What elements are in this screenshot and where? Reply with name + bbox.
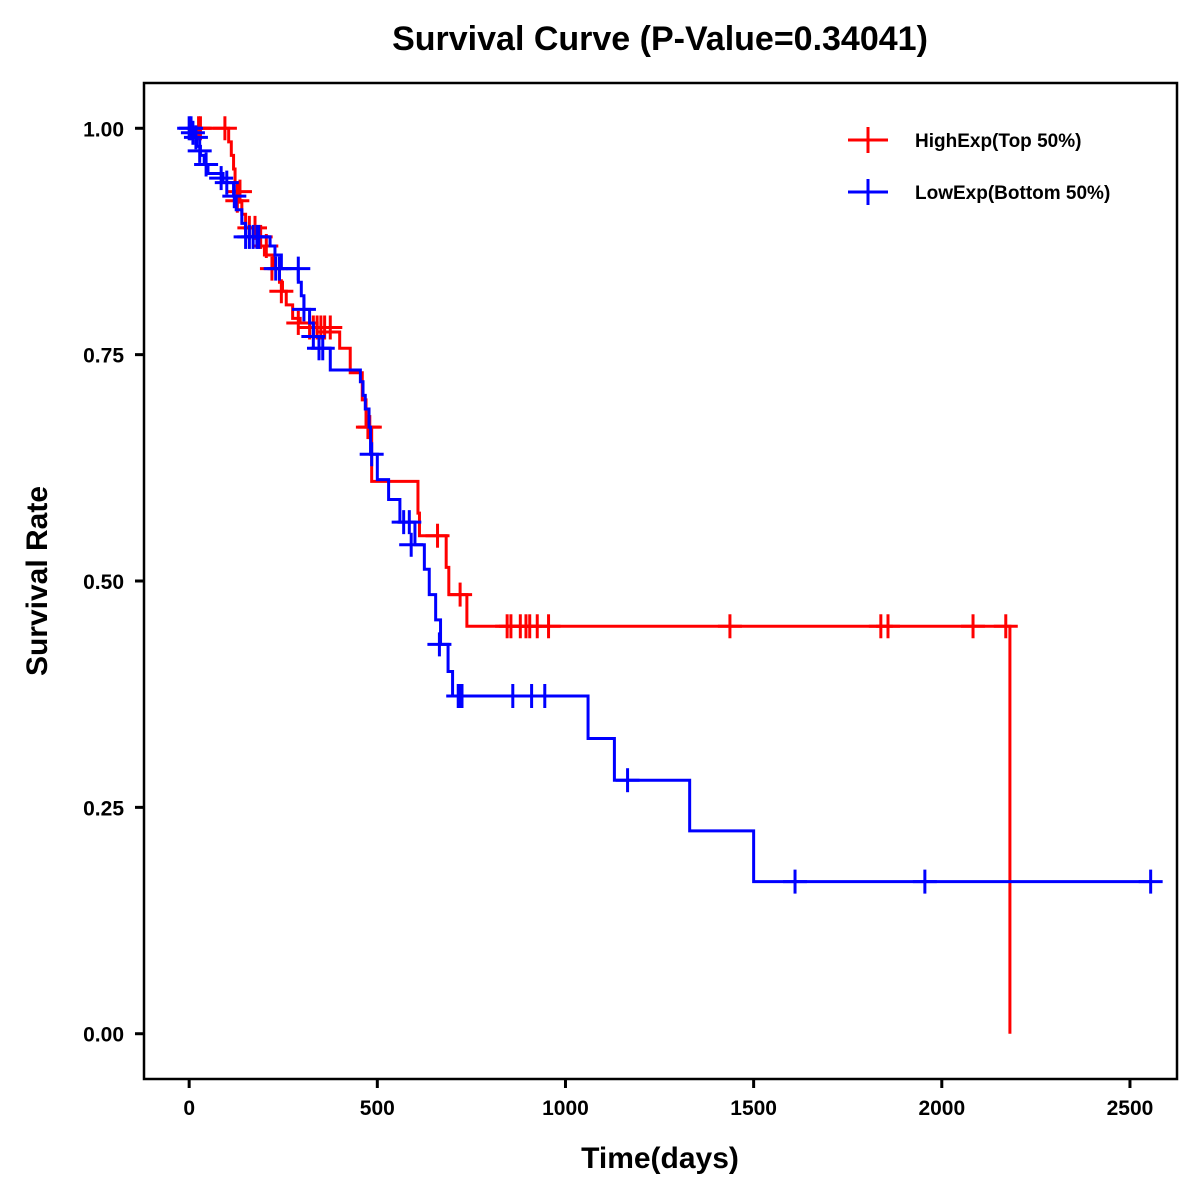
y-tick-label: 0.50 bbox=[83, 571, 124, 594]
curves bbox=[177, 116, 1163, 1034]
x-tick-label: 1500 bbox=[730, 1097, 777, 1120]
y-axis-label: Survival Rate bbox=[21, 486, 54, 676]
series-low-exp bbox=[177, 116, 1163, 894]
legend: HighExp(Top 50%) LowExp(Bottom 50%) bbox=[848, 127, 1110, 205]
chart-title: Survival Curve (P-Value=0.34041) bbox=[392, 20, 928, 58]
x-axis: 0 500 1000 1500 2000 2500 bbox=[183, 1079, 1153, 1120]
x-tick-label: 2500 bbox=[1107, 1097, 1154, 1120]
x-axis-label: Time(days) bbox=[581, 1142, 739, 1175]
survival-step-line bbox=[189, 126, 1012, 1034]
y-tick-label: 1.00 bbox=[83, 118, 124, 141]
x-tick-label: 2000 bbox=[918, 1097, 965, 1120]
legend-label: LowExp(Bottom 50%) bbox=[915, 183, 1110, 204]
y-tick-label: 0.25 bbox=[83, 797, 124, 820]
legend-label: HighExp(Top 50%) bbox=[915, 131, 1081, 152]
x-tick-label: 0 bbox=[183, 1097, 195, 1120]
y-tick-label: 0.75 bbox=[83, 345, 124, 368]
x-tick-label: 1000 bbox=[542, 1097, 589, 1120]
y-axis: 0.00 0.25 0.50 0.75 1.00 bbox=[83, 118, 144, 1047]
x-tick-label: 500 bbox=[360, 1097, 395, 1120]
legend-item: LowExp(Bottom 50%) bbox=[848, 179, 1110, 205]
legend-item: HighExp(Top 50%) bbox=[848, 127, 1081, 153]
y-tick-label: 0.00 bbox=[83, 1024, 124, 1047]
plot-frame bbox=[142, 81, 1179, 1081]
